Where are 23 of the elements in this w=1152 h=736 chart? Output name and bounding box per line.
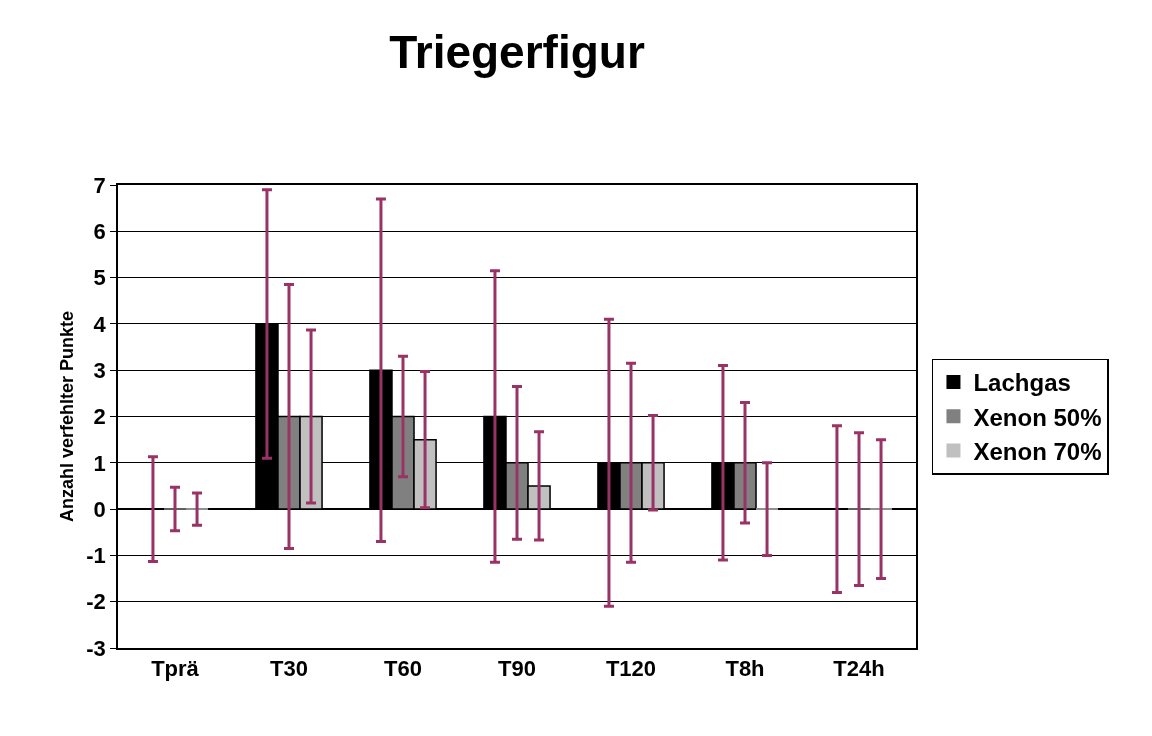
y-tick-label: 6 xyxy=(93,219,106,244)
x-tick-label: T120 xyxy=(605,656,657,682)
y-tick-label: 0 xyxy=(93,496,106,522)
chart-title: Triegerfigur xyxy=(389,25,645,78)
x-tick-label: Tprä xyxy=(151,656,200,682)
y-tick-label: -2 xyxy=(86,589,106,615)
x-tick-label: T90 xyxy=(498,656,536,682)
y-tick-label: 4 xyxy=(93,311,107,337)
x-tick-label: T8h xyxy=(725,656,765,682)
y-axis-title: Anzahl verfehlter Punkte xyxy=(56,310,77,523)
y-tick-label: -3 xyxy=(86,635,106,661)
legend-label: Xenon 70% xyxy=(973,437,1102,465)
legend-label: Xenon 50% xyxy=(973,403,1102,431)
x-tick-label: T24h xyxy=(833,656,885,682)
x-tick-label: T60 xyxy=(384,656,422,682)
y-tick-label: 5 xyxy=(93,265,106,291)
y-tick-label: 1 xyxy=(93,450,106,476)
y-tick-label: 2 xyxy=(93,404,106,430)
x-tick-label: T30 xyxy=(270,656,308,682)
y-tick-label: 7 xyxy=(93,172,106,198)
y-tick-label: -1 xyxy=(86,543,106,569)
y-tick-label: 3 xyxy=(93,357,106,383)
legend-label: Lachgas xyxy=(973,369,1071,397)
